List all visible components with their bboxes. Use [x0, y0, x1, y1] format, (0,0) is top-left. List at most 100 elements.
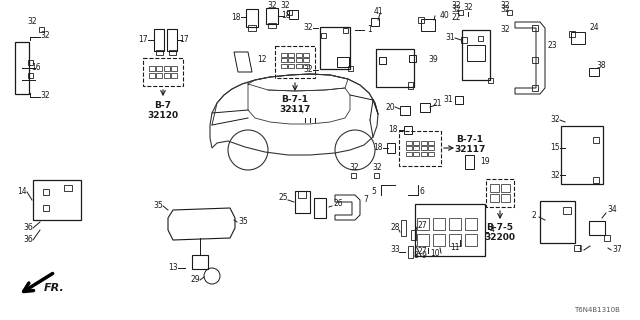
- Bar: [296, 58, 301, 62]
- Text: 32: 32: [451, 1, 461, 10]
- Bar: [288, 52, 294, 57]
- Bar: [289, 10, 298, 19]
- Text: 33: 33: [390, 245, 400, 254]
- Bar: [378, 57, 385, 63]
- Bar: [287, 10, 291, 14]
- Bar: [156, 50, 163, 54]
- Text: 22: 22: [451, 13, 461, 22]
- Bar: [148, 66, 155, 71]
- Bar: [28, 60, 33, 65]
- Bar: [172, 66, 177, 71]
- Text: 32117: 32117: [279, 106, 310, 115]
- Bar: [281, 63, 287, 68]
- Bar: [268, 22, 276, 28]
- Bar: [420, 102, 430, 111]
- Bar: [288, 63, 294, 68]
- Text: 32: 32: [500, 5, 510, 14]
- Text: 2: 2: [532, 211, 536, 220]
- Bar: [420, 140, 427, 145]
- Bar: [172, 73, 177, 78]
- Bar: [449, 218, 461, 230]
- Bar: [148, 73, 155, 78]
- Text: 28: 28: [390, 223, 400, 233]
- Text: 20: 20: [385, 102, 395, 111]
- Text: 12: 12: [257, 55, 266, 65]
- Bar: [417, 218, 429, 230]
- Bar: [303, 52, 309, 57]
- Text: 35: 35: [238, 218, 248, 227]
- Bar: [156, 66, 163, 71]
- Text: B-7: B-7: [154, 101, 172, 110]
- Bar: [320, 27, 350, 69]
- Text: 18: 18: [281, 12, 291, 20]
- Bar: [275, 46, 315, 78]
- Bar: [15, 42, 29, 94]
- Text: 32: 32: [451, 5, 461, 14]
- Bar: [408, 246, 413, 258]
- Text: 29: 29: [190, 276, 200, 284]
- Bar: [408, 82, 413, 89]
- Bar: [303, 58, 309, 62]
- Bar: [43, 189, 49, 195]
- Bar: [294, 191, 310, 213]
- Bar: [154, 29, 164, 51]
- Bar: [532, 85, 538, 91]
- Text: T6N4B1310B: T6N4B1310B: [574, 307, 620, 313]
- Text: 32: 32: [267, 1, 277, 10]
- Text: 41: 41: [373, 7, 383, 17]
- Bar: [164, 73, 170, 78]
- Bar: [461, 37, 467, 43]
- Bar: [563, 206, 571, 213]
- Bar: [415, 204, 485, 256]
- Bar: [433, 234, 445, 246]
- Bar: [604, 235, 610, 241]
- Bar: [501, 194, 510, 202]
- Text: 32: 32: [40, 30, 50, 39]
- Text: 32: 32: [280, 1, 290, 10]
- Text: B-7-5: B-7-5: [486, 223, 513, 233]
- Bar: [399, 131, 441, 165]
- Text: 8: 8: [413, 252, 419, 260]
- Bar: [490, 194, 499, 202]
- Bar: [574, 245, 580, 251]
- Text: 32: 32: [40, 91, 50, 100]
- Bar: [342, 28, 348, 33]
- Text: 16: 16: [31, 63, 41, 73]
- Bar: [296, 52, 301, 57]
- Bar: [404, 126, 412, 134]
- Text: 32: 32: [500, 26, 510, 35]
- Bar: [406, 151, 412, 156]
- Text: 18: 18: [231, 12, 241, 21]
- Text: 27: 27: [418, 220, 428, 229]
- Bar: [266, 8, 278, 24]
- Text: 32: 32: [550, 171, 560, 180]
- Bar: [571, 32, 585, 44]
- Bar: [593, 177, 599, 183]
- Bar: [540, 201, 575, 243]
- Bar: [532, 25, 538, 31]
- Bar: [506, 10, 511, 14]
- Bar: [348, 66, 353, 70]
- Bar: [288, 58, 294, 62]
- Bar: [417, 234, 429, 246]
- Bar: [428, 151, 435, 156]
- Bar: [376, 49, 414, 87]
- Text: 32: 32: [372, 164, 382, 172]
- Bar: [321, 33, 326, 37]
- Bar: [413, 151, 419, 156]
- Bar: [33, 180, 81, 220]
- Bar: [374, 172, 378, 178]
- Text: 21: 21: [432, 99, 442, 108]
- Bar: [298, 190, 306, 197]
- Bar: [413, 146, 419, 150]
- Bar: [246, 9, 258, 27]
- Bar: [458, 10, 463, 14]
- Bar: [589, 221, 605, 235]
- Text: 27: 27: [418, 247, 428, 257]
- Text: 32: 32: [303, 23, 313, 33]
- Bar: [462, 30, 490, 80]
- Bar: [418, 17, 424, 23]
- Bar: [192, 255, 208, 269]
- Text: 3: 3: [577, 245, 582, 254]
- Text: 18: 18: [388, 125, 397, 134]
